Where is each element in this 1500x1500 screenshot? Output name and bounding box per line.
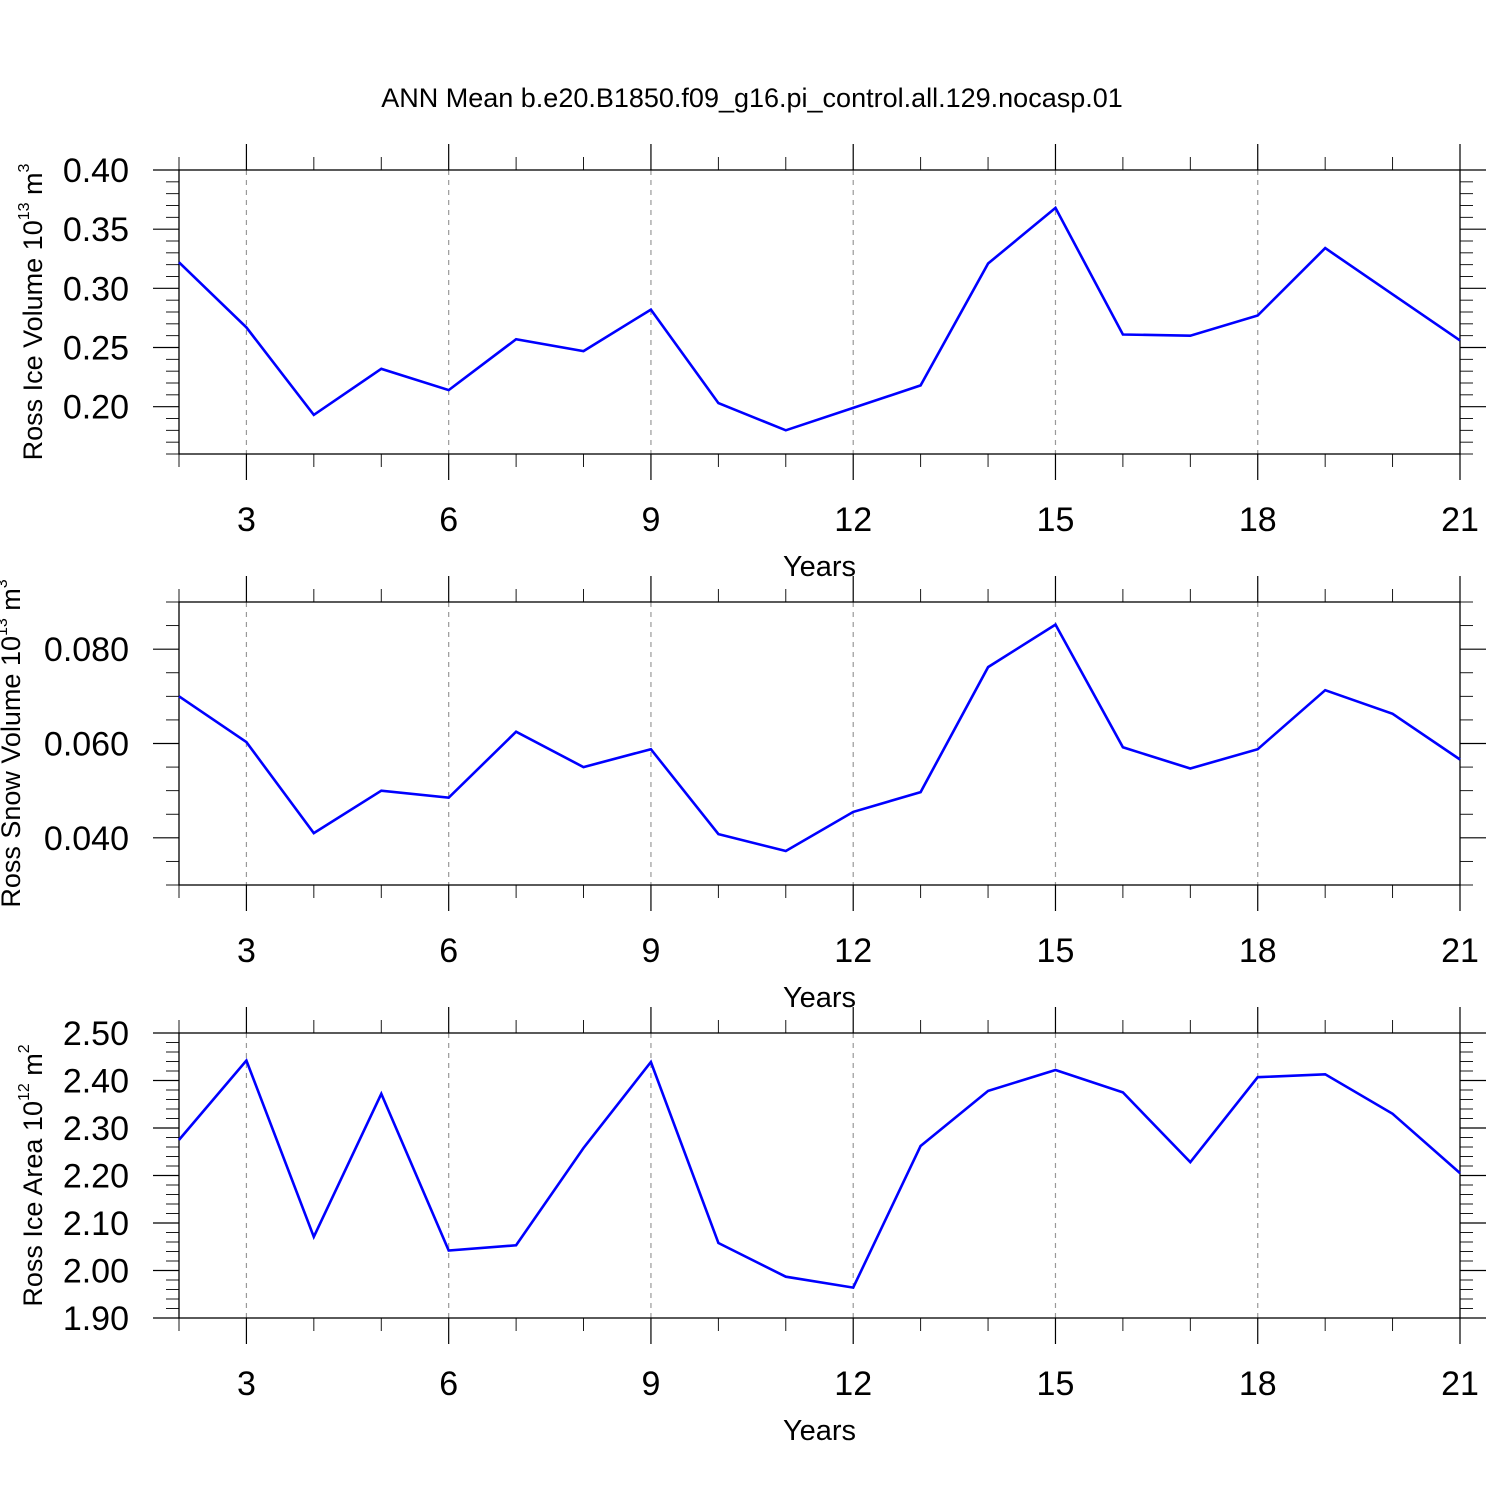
y-axis-label-text: Ross Ice Area 10 xyxy=(18,1101,48,1307)
panels: 3 6 9 12 15 18 21 0.20 0.25 0.30 0.35 0.40 Years Ross… xyxy=(0,144,1486,1447)
x-axis-label: Years xyxy=(783,982,856,1014)
y-axis-label: Ross Snow Volume 1013 m3 xyxy=(0,579,26,907)
y-axis-label-exponent: 13 xyxy=(0,618,11,636)
y-tick-label: 2.10 xyxy=(63,1205,129,1243)
y-axis-label: Ross Ice Volume 1013 m3 xyxy=(16,163,48,460)
x-tick-label: 9 xyxy=(641,1365,660,1403)
y-axis-label-unit-exponent: 3 xyxy=(16,163,33,172)
x-tick-label: 18 xyxy=(1239,1365,1277,1403)
y-tick-label: 0.20 xyxy=(63,389,129,427)
plot-frame xyxy=(178,601,1461,886)
y-axis-label: Ross Ice Area 1012 m2 xyxy=(16,1044,48,1306)
y-axis-label-text: Ross Snow Volume 10 xyxy=(0,636,26,908)
y-tick-label: 0.30 xyxy=(63,270,129,308)
panel-2: 3 6 9 12 15 18 21 0.040 0.060 0.080 Years Ross Snow… xyxy=(0,576,1486,1014)
x-tick-label: 15 xyxy=(1037,1365,1075,1403)
y-tick-label: 0.080 xyxy=(44,631,129,669)
y-tick-label: 0.060 xyxy=(44,726,129,764)
x-tick-label: 12 xyxy=(834,501,872,539)
panel-1: 3 6 9 12 15 18 21 0.20 0.25 0.30 0.35 0.40 Years Ross… xyxy=(16,144,1486,583)
y-tick-label: 2.40 xyxy=(63,1063,129,1101)
y-tick-label: 1.90 xyxy=(63,1300,129,1338)
y-tick-label: 0.25 xyxy=(63,330,129,368)
y-axis-label-unit-exponent: 3 xyxy=(0,579,11,588)
y-tick-label: 2.50 xyxy=(63,1015,129,1053)
x-tick-label: 18 xyxy=(1239,932,1277,970)
x-axis-label: Years xyxy=(783,551,856,583)
x-tick-label: 6 xyxy=(439,932,458,970)
y-axis-label-exponent: 13 xyxy=(16,202,33,220)
x-tick-label: 21 xyxy=(1441,501,1479,539)
x-tick-label: 3 xyxy=(237,932,256,970)
series-line xyxy=(178,622,1461,853)
y-axis-label-text: Ross Ice Volume 10 xyxy=(18,220,48,460)
x-tick-label: 21 xyxy=(1441,1365,1479,1403)
y-axis-label-unit-exponent: 2 xyxy=(16,1044,33,1053)
series-line xyxy=(178,1057,1461,1290)
figure-title: ANN Mean b.e20.B1850.f09_g16.pi_control.… xyxy=(381,83,1123,113)
series-line xyxy=(178,205,1461,432)
y-tick-label: 0.35 xyxy=(63,211,129,249)
y-axis-label-unit: m xyxy=(18,172,48,202)
x-tick-label: 15 xyxy=(1037,501,1075,539)
y-tick-label: 0.40 xyxy=(63,152,129,190)
x-tick-label: 9 xyxy=(641,501,660,539)
panel-3: 3 6 9 12 15 18 21 1.90 2.00 2.10 2.20 2.30 2.40 2.50 Y… xyxy=(16,1007,1486,1447)
y-axis-label-unit: m xyxy=(18,1053,48,1083)
x-tick-label: 6 xyxy=(439,501,458,539)
y-axis-label-unit: m xyxy=(0,588,26,618)
x-tick-label: 3 xyxy=(237,501,256,539)
y-axis-label-exponent: 12 xyxy=(16,1083,33,1101)
x-tick-label: 21 xyxy=(1441,932,1479,970)
x-axis-label: Years xyxy=(783,1415,856,1447)
x-tick-label: 3 xyxy=(237,1365,256,1403)
x-tick-label: 12 xyxy=(834,1365,872,1403)
x-tick-label: 15 xyxy=(1037,932,1075,970)
y-tick-label: 2.20 xyxy=(63,1158,129,1196)
plot-frame xyxy=(178,169,1461,455)
x-tick-label: 18 xyxy=(1239,501,1277,539)
x-tick-label: 6 xyxy=(439,1365,458,1403)
x-tick-label: 12 xyxy=(834,932,872,970)
y-tick-label: 0.040 xyxy=(44,820,129,858)
x-tick-label: 9 xyxy=(641,932,660,970)
y-tick-label: 2.30 xyxy=(63,1110,129,1148)
y-tick-label: 2.00 xyxy=(63,1253,129,1291)
